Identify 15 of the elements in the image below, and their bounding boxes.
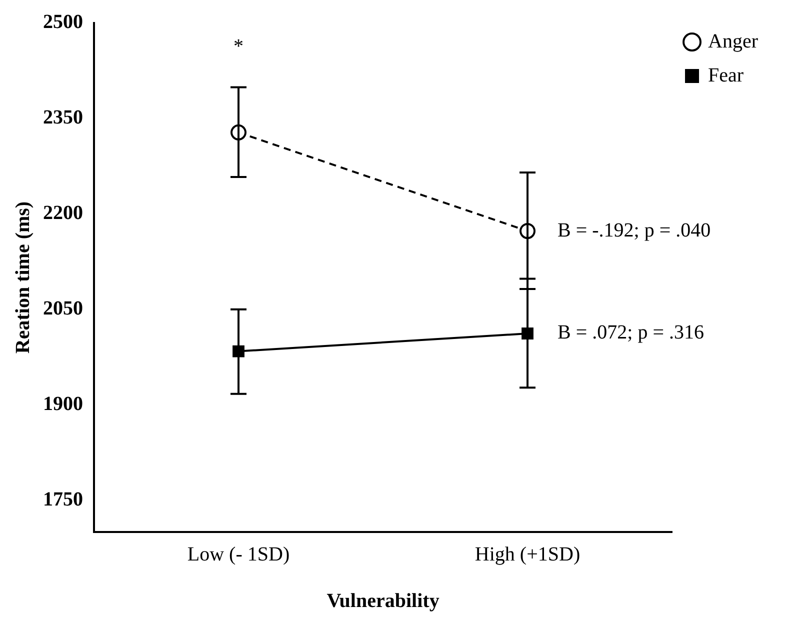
legend-label: Fear (708, 64, 744, 86)
y-tick-label: 2200 (43, 202, 83, 224)
annotation: * (234, 35, 244, 58)
y-tick-label: 1900 (43, 392, 83, 415)
y-tick-label: 1750 (43, 488, 83, 510)
annotation: B = -.192; p = .040 (558, 219, 711, 242)
legend-label: Anger (708, 30, 758, 52)
x-tick-label: High (+1SD) (474, 543, 580, 566)
x-axis-title: Vulnerability (326, 590, 440, 612)
x-tick-label: Low (- 1SD) (187, 543, 290, 566)
y-tick-label: 2350 (43, 106, 83, 129)
annotation: B = .072; p = .316 (558, 322, 704, 344)
y-tick-label: 2050 (43, 297, 83, 320)
y-tick-label: 2500 (43, 11, 83, 34)
y-axis-title: Reation time (ms) (12, 201, 34, 354)
